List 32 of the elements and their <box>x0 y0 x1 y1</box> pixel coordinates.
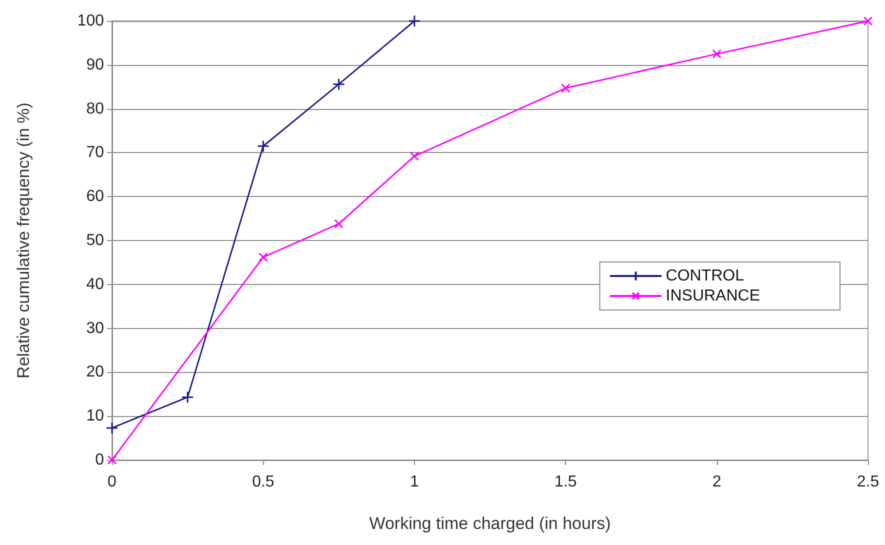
x-axis-title: Working time charged (in hours) <box>369 514 611 533</box>
x-tick-label: 2.5 <box>856 474 880 490</box>
y-tick-label: 100 <box>77 12 104 30</box>
legend-label: INSURANCE <box>666 288 760 304</box>
y-tick-label: 80 <box>86 100 104 118</box>
point <box>332 78 346 90</box>
y-axis-title: Relative cumulative frequency (in %) <box>14 102 33 378</box>
y-tick-label: 50 <box>86 232 104 249</box>
y-tick-label: 0 <box>95 452 104 468</box>
point <box>258 252 268 262</box>
y-tick-label: 90 <box>86 56 104 74</box>
point <box>560 84 570 93</box>
legend-label: CONTROL <box>666 268 744 284</box>
y-tick-label: 30 <box>86 320 104 337</box>
y-tick-label: 60 <box>86 188 104 206</box>
y-tick-label: 20 <box>86 364 104 381</box>
x-tick-label: 1.5 <box>554 474 577 490</box>
x-tick-label: 0 <box>108 474 117 490</box>
point <box>410 152 420 161</box>
point <box>408 14 421 28</box>
point <box>106 422 118 434</box>
point <box>256 140 270 152</box>
y-tick-label: 10 <box>86 408 104 425</box>
point <box>334 219 344 228</box>
x-tick-label: 1 <box>410 474 419 490</box>
point <box>181 390 194 404</box>
y-tick-label: 40 <box>86 276 104 293</box>
y-tick-label: 70 <box>86 144 104 162</box>
x-tick-label: 2 <box>712 474 722 490</box>
point <box>863 16 873 26</box>
x-tick-label: 0.5 <box>252 474 274 490</box>
point <box>712 49 722 59</box>
